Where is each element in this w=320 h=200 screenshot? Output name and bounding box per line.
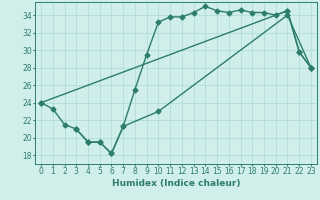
X-axis label: Humidex (Indice chaleur): Humidex (Indice chaleur) xyxy=(112,179,240,188)
